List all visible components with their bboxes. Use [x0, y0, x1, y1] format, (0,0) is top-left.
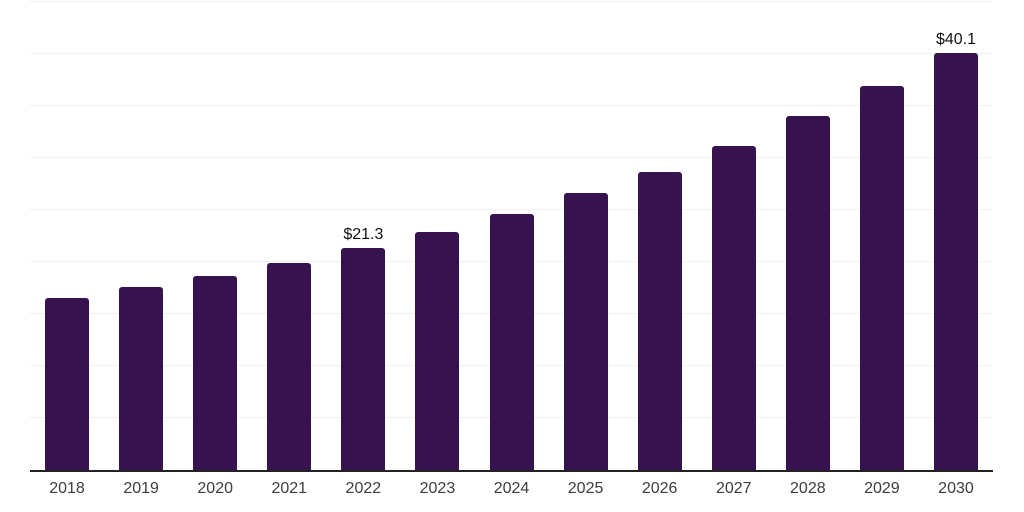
bar-2025 — [563, 193, 608, 470]
bars: $21.3 $40.1 — [30, 2, 993, 470]
x-tick-label: 2020 — [197, 480, 233, 497]
bar-slot-2025 — [549, 2, 623, 470]
bar-slot-2022: $21.3 — [326, 2, 400, 470]
bar-2023 — [415, 231, 460, 470]
x-tick-label: 2029 — [864, 480, 900, 497]
x-tick-label: 2022 — [345, 480, 382, 497]
x-tick-label: 2024 — [493, 480, 530, 497]
bar-2019 — [119, 286, 164, 470]
bar-2018 — [45, 298, 90, 470]
x-tick-label: 2027 — [715, 480, 752, 497]
bar-2024 — [489, 214, 534, 470]
bar-slot-2018 — [30, 2, 104, 470]
x-tick-label: 2023 — [419, 480, 456, 497]
x-axis-labels: 2018 2019 2020 2021 2022 2023 2024 2025 2026 2027… — [30, 474, 993, 498]
gridline — [30, 157, 993, 158]
bar-slot-2030: $40.1 — [919, 2, 993, 470]
bar-slot-2027 — [697, 2, 771, 470]
bar-slot-2028 — [771, 2, 845, 470]
bar-2022 — [341, 248, 386, 470]
bar-2021 — [267, 263, 312, 470]
plot-area: $21.3 $40.1 — [30, 1, 993, 472]
bar-2020 — [193, 275, 238, 470]
bar-slot-2024 — [474, 2, 548, 470]
x-tick-label: 2018 — [49, 480, 85, 497]
bar-slot-2020 — [178, 2, 252, 470]
x-tick-label: 2021 — [271, 480, 308, 497]
bar-2030 — [933, 52, 978, 470]
bar-slot-2023 — [400, 2, 474, 470]
x-tick-label: 2026 — [641, 480, 678, 497]
bar-value-label: $40.1 — [935, 30, 976, 48]
bar-value-label: $21.3 — [343, 226, 384, 244]
gridline — [30, 53, 993, 54]
gridline — [30, 105, 993, 106]
bar-slot-2021 — [252, 2, 326, 470]
x-tick-label: 2019 — [123, 480, 159, 497]
x-axis-line — [30, 470, 993, 472]
x-tick-label: 2025 — [567, 480, 604, 497]
bar-slot-2026 — [623, 2, 697, 470]
x-tick-label: 2030 — [938, 480, 974, 497]
bar-slot-2029 — [845, 2, 919, 470]
gridline — [30, 209, 993, 210]
bar-2027 — [711, 145, 756, 470]
bar-slot-2019 — [104, 2, 178, 470]
bar-2028 — [785, 116, 830, 470]
bar-2029 — [859, 86, 904, 470]
x-tick-label: 2028 — [790, 480, 826, 497]
bar-2026 — [637, 171, 682, 470]
gridline — [30, 1, 993, 2]
